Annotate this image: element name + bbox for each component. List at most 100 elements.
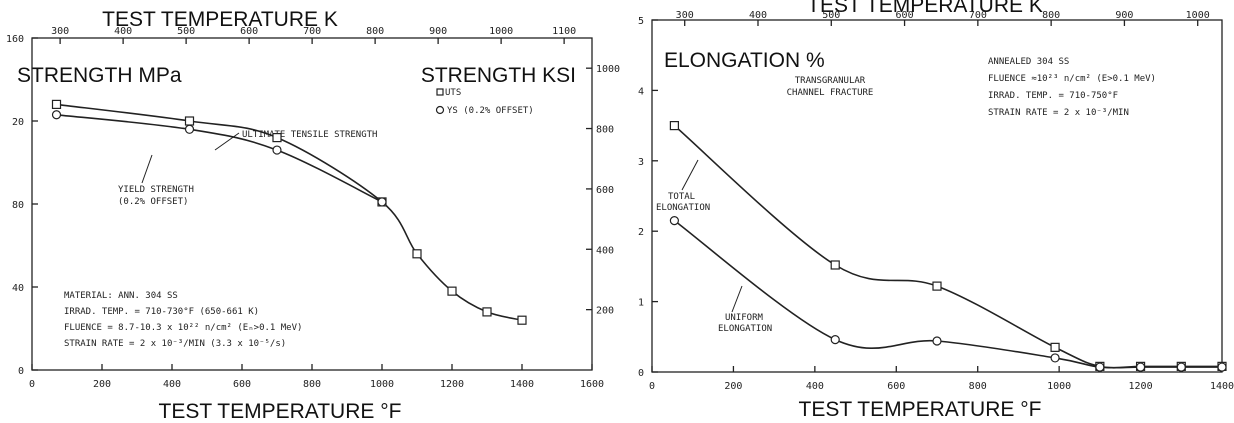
right-info-1: ANNEALED 304 SS: [988, 57, 1069, 67]
left-data-point-uts: [272, 133, 282, 143]
right-uniform-leader: [731, 285, 743, 313]
left-top-tick-label: 900: [429, 26, 447, 37]
left-x-tick-label: 400: [163, 379, 181, 390]
right-top-tick-label: 300: [676, 10, 694, 21]
right-info-3: IRRAD. TEMP. = 710-750°F: [988, 91, 1118, 101]
left-material-4: STRAIN RATE = 2 x 10⁻³/MIN (3.3 x 10⁻⁵/s…: [64, 339, 286, 349]
right-data-point-uniform: [1176, 362, 1186, 372]
right-top-tick-label: 800: [1042, 10, 1060, 21]
left-data-point-uts: [412, 249, 422, 259]
left-top-tick-label: 1000: [489, 26, 513, 37]
right-total-annotation-1: TOTAL: [668, 192, 695, 202]
left-right-y-tick-label: 600: [596, 185, 614, 196]
right-data-point-uniform: [669, 216, 679, 226]
left-y-tick-label: 160: [6, 34, 24, 45]
left-x-tick-label: 0: [29, 379, 35, 390]
right-trans-annotation-2: CHANNEL FRACTURE: [787, 88, 874, 98]
left-data-point-ys: [272, 145, 282, 155]
right-y-tick-label: 0: [638, 368, 644, 379]
right-top-axis-label: TEST TEMPERATURE K: [807, 0, 1043, 17]
left-material-2: IRRAD. TEMP. = 710-730°F (650-661 K): [64, 307, 259, 317]
left-data-point-uts: [184, 116, 195, 126]
left-legend-ys-marker: [435, 105, 445, 115]
right-top-tick-label: 1000: [1186, 10, 1210, 21]
right-info-2: FLUENCE ≈10²³ n/cm² (E>0.1 MeV): [988, 74, 1156, 84]
left-x-tick-label: 200: [93, 379, 111, 390]
right-y-tick-label: 1: [638, 298, 644, 309]
left-series-line-ys: [56, 114, 383, 203]
left-y-tick-label: 0: [18, 366, 24, 377]
left-top-tick-label: 800: [366, 26, 384, 37]
left-data-point-uts: [482, 307, 492, 317]
right-data-point-total: [932, 281, 942, 291]
right-data-point-uniform: [1217, 362, 1227, 372]
right-xlabel: TEST TEMPERATURE °F: [799, 398, 1042, 421]
right-top-tick-label: 500: [822, 10, 840, 21]
left-ylabel: STRENGTH MPa: [17, 64, 182, 87]
right-x-tick-label: 200: [724, 381, 742, 392]
left-data-point-ys: [377, 197, 387, 207]
left-y-tick-label: 80: [12, 200, 24, 211]
right-uniform-annotation-1: UNIFORM: [725, 313, 764, 323]
left-top-tick-label: 300: [51, 26, 69, 37]
right-y-tick-label: 5: [638, 16, 644, 27]
left-uts-annotation: ULTIMATE TENSILE STRENGTH: [242, 130, 377, 140]
left-legend-ys: YS (0.2% OFFSET): [447, 106, 534, 116]
right-x-tick-label: 600: [887, 381, 905, 392]
left-x-tick-label: 1400: [510, 379, 534, 390]
right-x-tick-label: 1400: [1210, 381, 1234, 392]
right-data-point-uniform: [1050, 353, 1060, 363]
right-series-line-uniform: [673, 219, 1222, 369]
left-material-1: MATERIAL: ANN. 304 SS: [64, 291, 178, 301]
right-data-point-uniform: [932, 336, 942, 346]
right-x-tick-label: 400: [806, 381, 824, 392]
left-x-tick-label: 1200: [440, 379, 464, 390]
left-right-y-tick-label: 200: [596, 306, 614, 317]
left-top-tick-label: 400: [114, 26, 132, 37]
right-top-tick-label: 900: [1115, 10, 1133, 21]
left-y-tick-label: 40: [12, 283, 24, 294]
right-data-point-total: [669, 120, 679, 131]
left-top-tick-label: 500: [177, 26, 195, 37]
right-top-tick-label: 700: [969, 10, 987, 21]
right-data-point-total: [830, 260, 840, 270]
left-ys-annotation-2: (0.2% OFFSET): [118, 197, 188, 207]
right-top-tick-label: 600: [896, 10, 914, 21]
left-legend-uts-marker: [436, 88, 444, 96]
left-top-axis-label: TEST TEMPERATURE K: [102, 8, 338, 31]
right-data-point-uniform: [1095, 362, 1105, 372]
left-right-y-tick-label: 400: [596, 245, 614, 256]
right-data-point-uniform: [1135, 362, 1146, 372]
left-legend-uts: UTS: [445, 88, 461, 98]
right-x-tick-label: 1200: [1129, 381, 1153, 392]
right-trans-annotation-1: TRANSGRANULAR: [795, 76, 866, 86]
left-right-ylabel: STRENGTH KSI: [421, 64, 576, 87]
right-total-leader: [681, 159, 699, 191]
left-right-y-tick-label: 1000: [596, 64, 620, 75]
left-x-tick-label: 1000: [370, 379, 394, 390]
right-info-4: STRAIN RATE = 2 x 10⁻³/MIN: [988, 108, 1129, 118]
right-y-tick-label: 3: [638, 157, 644, 168]
right-uniform-annotation-2: ELONGATION: [718, 324, 772, 334]
right-x-tick-label: 1000: [1047, 381, 1071, 392]
left-x-tick-label: 800: [303, 379, 321, 390]
left-data-point-uts: [517, 315, 527, 325]
left-xlabel: TEST TEMPERATURE °F: [159, 400, 402, 423]
left-data-point-ys: [184, 124, 195, 134]
right-data-point-total: [1050, 342, 1060, 352]
left-right-y-tick-label: 800: [596, 125, 614, 136]
left-data-point-uts: [51, 99, 62, 110]
left-ys-annotation-1: YIELD STRENGTH: [118, 185, 194, 195]
left-x-tick-label: 1600: [580, 379, 604, 390]
right-data-point-uniform: [830, 335, 840, 345]
right-x-tick-label: 800: [969, 381, 987, 392]
left-top-tick-label: 1100: [552, 26, 576, 37]
right-ylabel: ELONGATION %: [664, 49, 825, 72]
left-ys-leader: [141, 154, 153, 184]
left-uts-leader: [214, 132, 240, 151]
left-top-tick-label: 600: [240, 26, 258, 37]
right-y-tick-label: 2: [638, 227, 644, 238]
right-top-tick-label: 400: [749, 10, 767, 21]
